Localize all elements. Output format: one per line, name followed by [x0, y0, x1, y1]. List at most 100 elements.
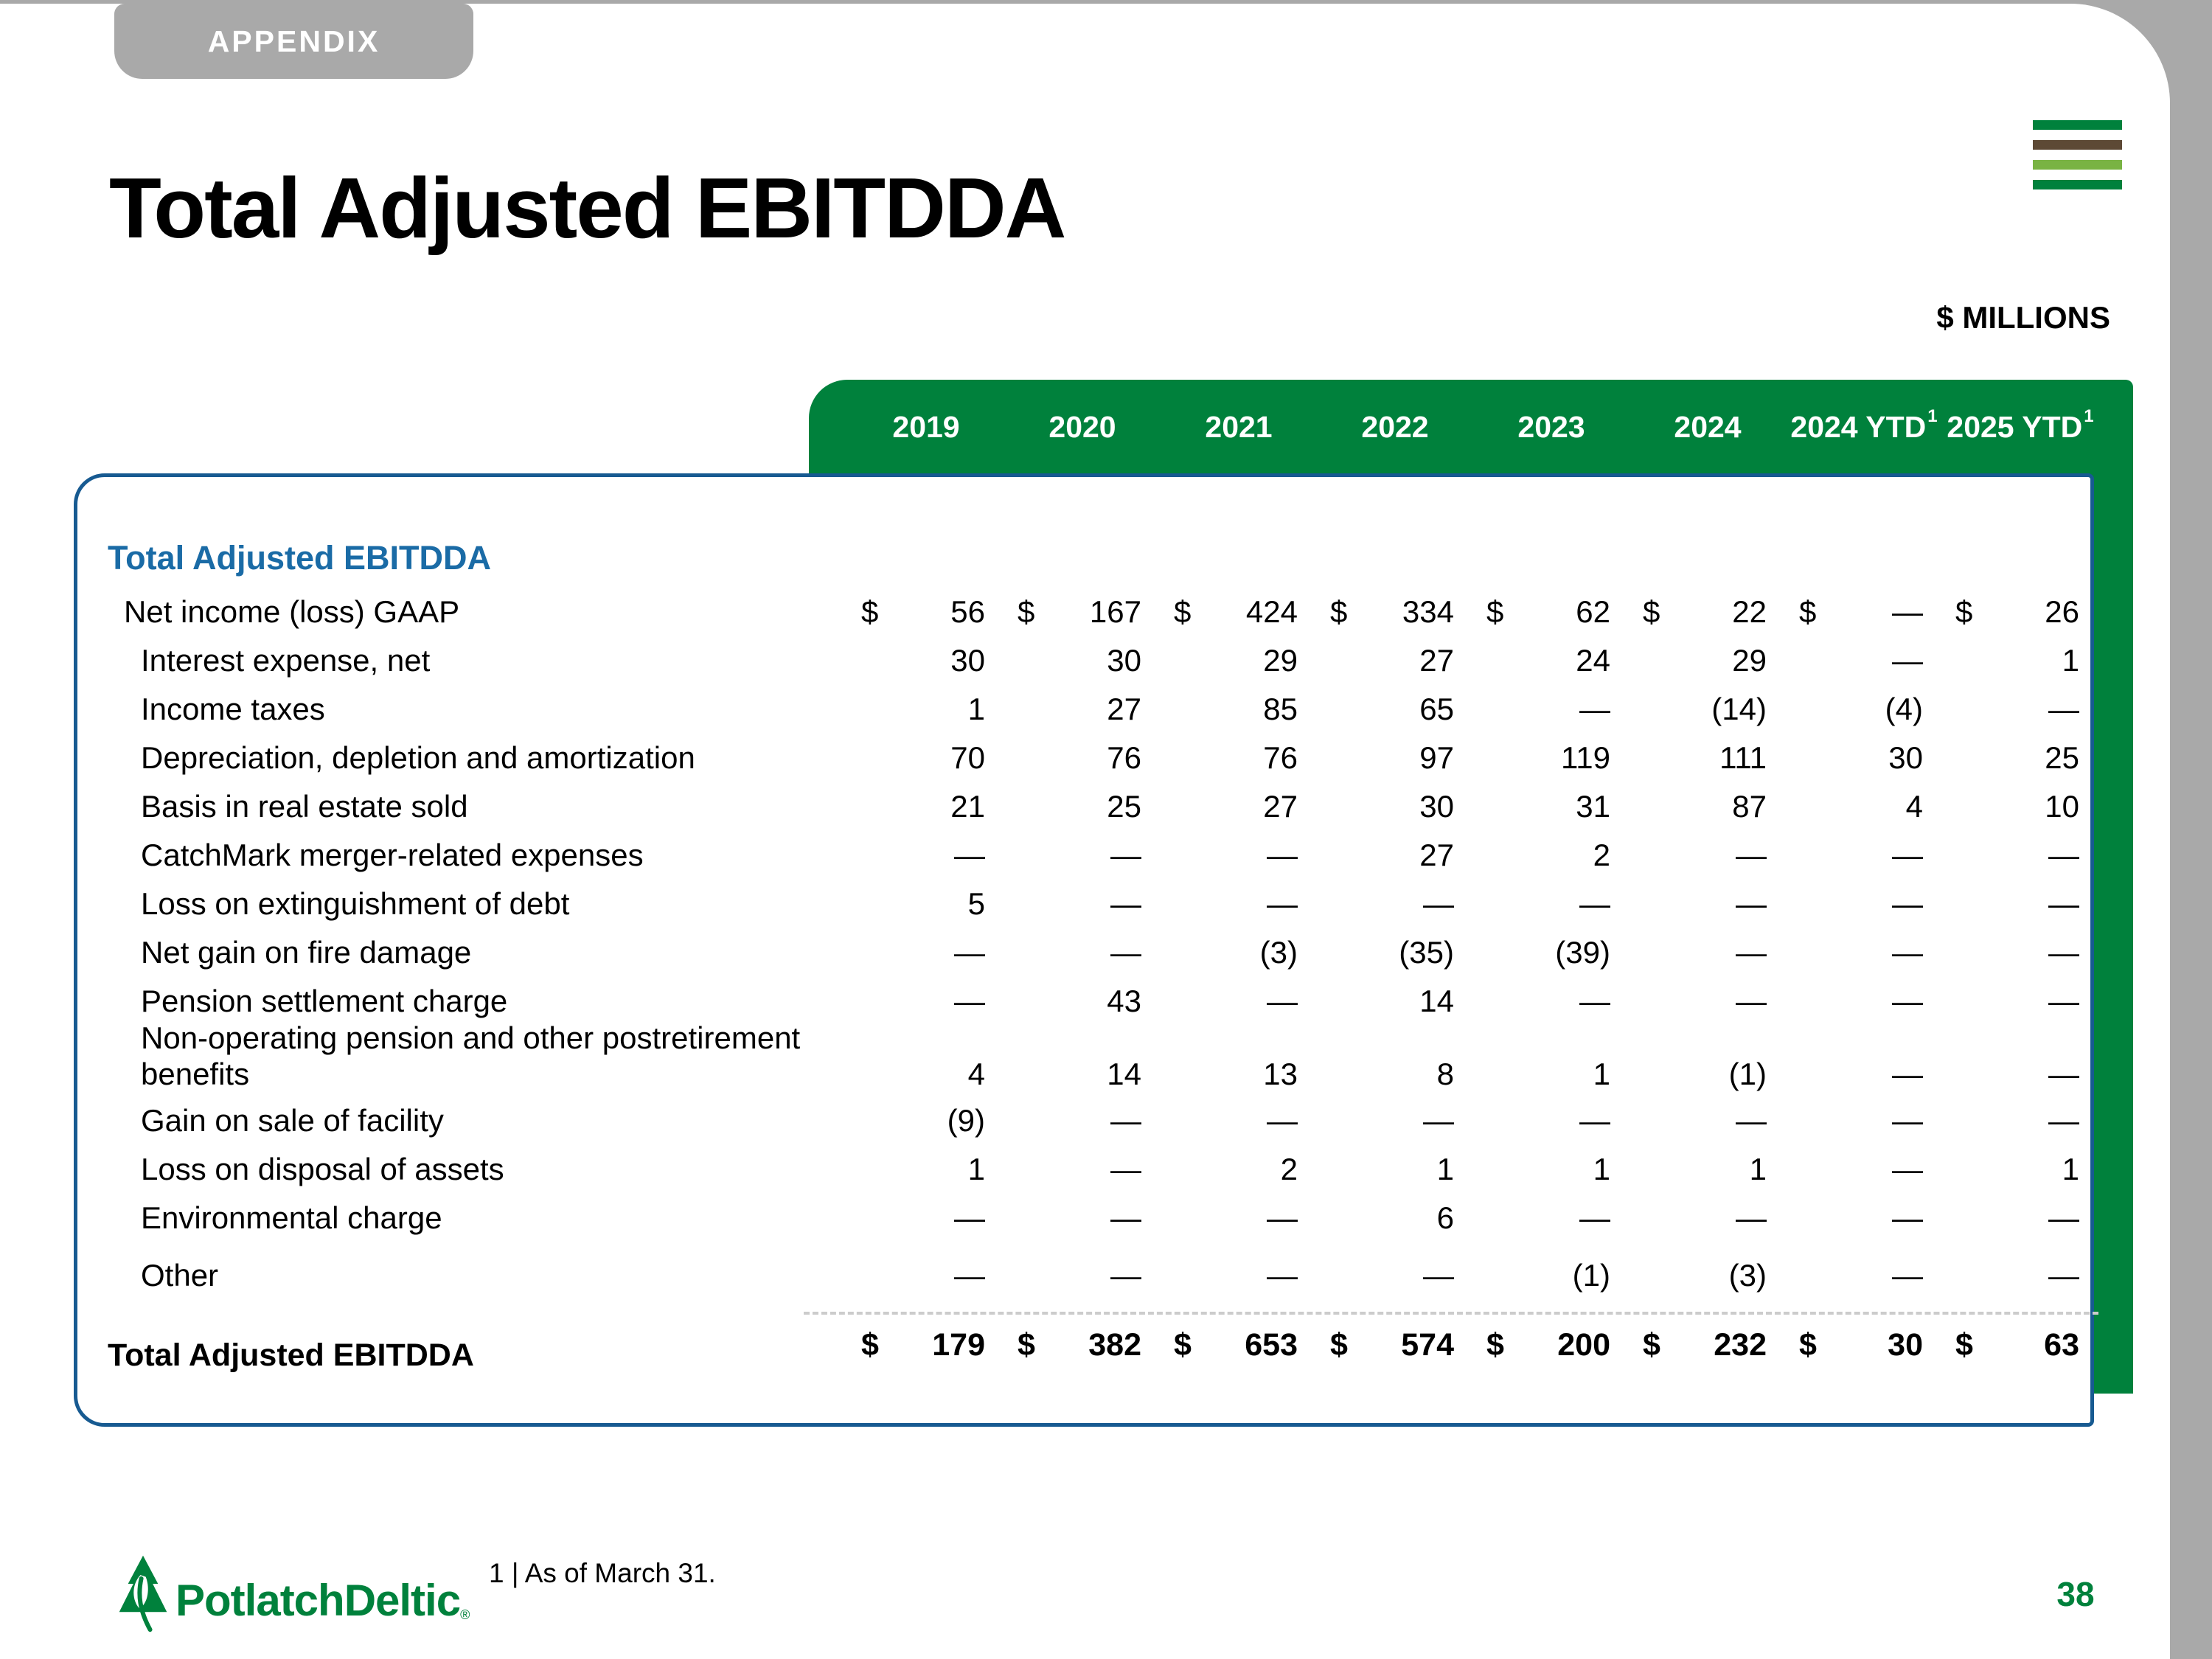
footer-logo: PotlatchDeltic ® [116, 1552, 470, 1633]
year-column-header: 2020 [1048, 409, 1116, 444]
cell-value: (35) [1399, 935, 1454, 970]
value-cell: — [1004, 935, 1161, 970]
value-cell: 25 [1942, 740, 2098, 776]
cell-value: — [2048, 1258, 2079, 1293]
cell-value: 1 [1593, 1057, 1610, 1091]
value-cell: 97 [1317, 740, 1473, 776]
brand-bar [2033, 140, 2122, 150]
value-cell: 27 [1317, 838, 1473, 873]
value-cell: $167 [1004, 594, 1161, 630]
cell-value: — [1423, 1258, 1454, 1293]
cell-value: 31 [1576, 789, 1610, 824]
dollar-sign: $ [1643, 594, 1660, 629]
dollar-sign: $ [1174, 1326, 1192, 1363]
cell-value: 70 [950, 740, 985, 775]
cell-value: 25 [2045, 740, 2079, 775]
value-cell: 85 [1161, 692, 1317, 727]
cell-value: — [1110, 1200, 1141, 1235]
value-cell: 24 [1473, 643, 1630, 678]
dollar-sign: $ [1486, 594, 1504, 629]
value-cell: (9) [848, 1103, 1004, 1138]
cell-value: (3) [1728, 1258, 1767, 1293]
cell-value: — [2048, 1103, 2079, 1138]
cell-value: — [954, 984, 985, 1018]
cell-value: 4 [1905, 789, 1923, 824]
value-cell: 1 [1473, 1057, 1630, 1092]
cell-value: (3) [1259, 935, 1298, 970]
value-cell: 76 [1161, 740, 1317, 776]
cell-value: — [1110, 886, 1141, 921]
row-label: CatchMark merger-related expenses [141, 837, 644, 872]
value-cell: — [1473, 984, 1630, 1019]
table-row: CatchMark merger-related expenses — — — 27 2 —… [108, 831, 2098, 880]
value-cell: (1) [1473, 1258, 1630, 1293]
appendix-tab-label: APPENDIX [207, 24, 380, 58]
cell-value: 1 [967, 1152, 985, 1186]
table-row: Income taxes 1 27 85 65 — (14) (4) — [108, 685, 2098, 734]
cell-value: 26 [2045, 594, 2079, 629]
cell-value: 167 [1089, 594, 1141, 629]
value-cell: 25 [1004, 789, 1161, 824]
cell-value: — [1267, 838, 1298, 872]
value-cell: — [1004, 1200, 1161, 1236]
cell-value: 1 [2062, 643, 2079, 678]
cell-value: — [1892, 886, 1923, 921]
value-cell: — [1004, 886, 1161, 922]
dollar-sign: $ [1174, 594, 1192, 629]
cell-value: — [1579, 1200, 1610, 1235]
cell-value: — [1110, 1103, 1141, 1138]
value-cell: 111 [1630, 740, 1786, 776]
table-row: Loss on disposal of assets 1 — 2 1 1 1 — 1 [108, 1145, 2098, 1194]
cell-value: 4 [967, 1057, 985, 1091]
cell-value: — [954, 935, 985, 970]
value-cell: — [1942, 1200, 2098, 1236]
cell-value: (1) [1728, 1057, 1767, 1091]
row-label: Net gain on fire damage [141, 934, 472, 970]
cell-value: 1 [967, 692, 985, 726]
value-cell: — [1004, 1152, 1161, 1187]
cell-value: — [1892, 594, 1923, 629]
dollar-sign: $ [1486, 1326, 1504, 1363]
value-cell: $179 [848, 1327, 1004, 1363]
year-header-row: 2019 2020 2021 2022 2023 2024 2024 YTD 1 2025 YT… [848, 380, 2098, 474]
value-cell: 2 [1473, 838, 1630, 873]
value-cell: — [1161, 1103, 1317, 1138]
value-cell: 27 [1161, 789, 1317, 824]
appendix-tab: APPENDIX [114, 4, 473, 79]
value-cell: $26 [1942, 594, 2098, 630]
total-row: Total Adjusted EBITDDA $179 $382 $653 $574 $2… [108, 1315, 2098, 1375]
dollar-sign: $ [1955, 594, 1973, 629]
value-cell: $232 [1630, 1327, 1786, 1363]
value-cell: 70 [848, 740, 1004, 776]
value-cell: — [1004, 1258, 1161, 1293]
value-cell: — [1630, 838, 1786, 873]
dollar-sign: $ [1018, 594, 1035, 629]
value-cell: — [1004, 838, 1161, 873]
value-cell: — [1786, 1152, 1942, 1187]
cell-value: 1 [1749, 1152, 1767, 1186]
row-label: Income taxes [141, 691, 325, 726]
value-cell: 76 [1004, 740, 1161, 776]
value-cell: (14) [1630, 692, 1786, 727]
page-title: Total Adjusted EBITDDA [109, 159, 1066, 256]
year-column-header: 2024 [1674, 409, 1742, 444]
value-cell: 30 [848, 643, 1004, 678]
value-cell: 8 [1317, 1057, 1473, 1092]
cell-value: 200 [1557, 1326, 1610, 1363]
cell-value: 5 [967, 886, 985, 921]
logo-text: PotlatchDeltic [175, 1576, 461, 1625]
value-cell: (39) [1473, 935, 1630, 970]
cell-value: 27 [1263, 789, 1298, 824]
value-cell: 27 [1317, 643, 1473, 678]
value-cell: — [1942, 1103, 2098, 1138]
cell-value: — [1892, 1200, 1923, 1235]
brand-bar [2033, 180, 2122, 189]
cell-value: — [1736, 886, 1767, 921]
cell-value: 424 [1245, 594, 1298, 629]
value-cell: 31 [1473, 789, 1630, 824]
cell-value: 21 [950, 789, 985, 824]
value-cell: 1 [1473, 1152, 1630, 1187]
cell-value: — [1892, 1057, 1923, 1091]
table-divider [804, 1312, 2098, 1315]
cell-value: — [1267, 984, 1298, 1018]
